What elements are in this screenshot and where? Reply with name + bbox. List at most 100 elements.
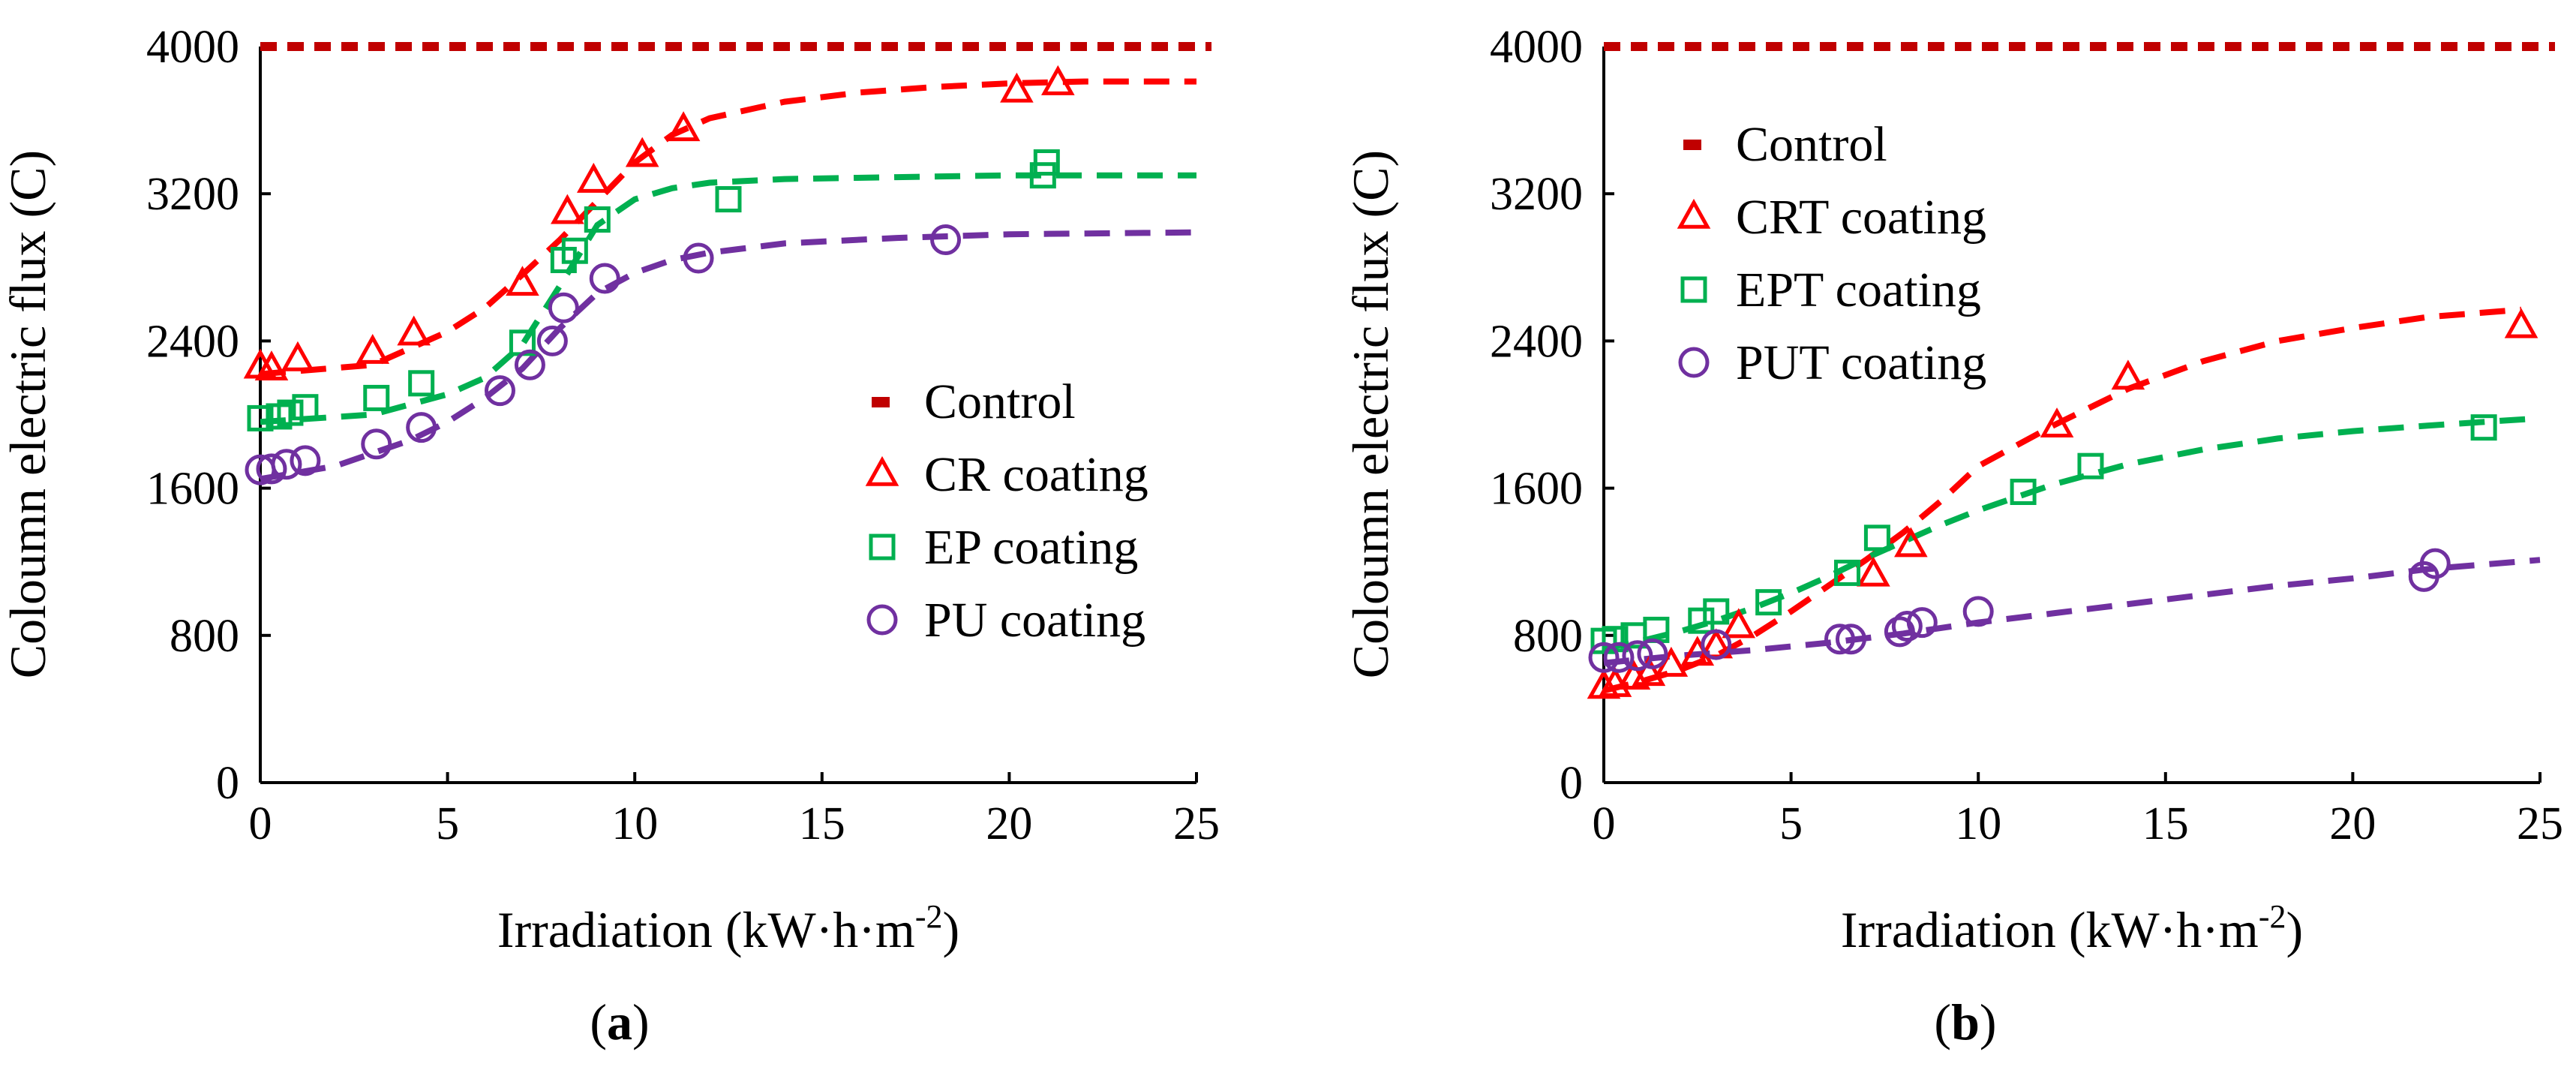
pu-coating-point bbox=[271, 449, 302, 480]
put-coating-point bbox=[1588, 642, 1620, 673]
x-tick-label: 0 bbox=[1593, 798, 1616, 849]
y-tick-label: 1600 bbox=[1490, 464, 1583, 515]
x-tick-label: 15 bbox=[799, 798, 845, 849]
legend-triangle-icon bbox=[865, 455, 899, 486]
ept-coating-point bbox=[1755, 589, 1782, 616]
cr-coating-point bbox=[281, 341, 315, 371]
ept-coating-point bbox=[2470, 414, 2497, 441]
crt-coating-point bbox=[2040, 407, 2074, 438]
legend-circle-icon bbox=[866, 604, 898, 636]
y-tick-label: 3200 bbox=[1490, 169, 1583, 220]
ept-coating-fit-curve bbox=[1603, 415, 2541, 651]
data-points bbox=[1587, 308, 2538, 699]
cr-coating-point bbox=[397, 315, 431, 346]
x-tick-label: 0 bbox=[249, 798, 272, 849]
ep-coating-point bbox=[277, 399, 304, 426]
y-tick-label: 0 bbox=[216, 758, 239, 809]
legend-square-icon bbox=[1680, 276, 1707, 303]
x-axis-title-close: ) bbox=[942, 901, 959, 958]
put-coating-fit-curve bbox=[1603, 557, 2541, 666]
legend-label-crt-coating: CRT coating bbox=[1736, 190, 1986, 245]
x-tick-label: 25 bbox=[1173, 798, 1220, 849]
ep-coating-point bbox=[292, 394, 319, 421]
y-tick-label: 2400 bbox=[146, 316, 239, 367]
x-axis-title-superscript: -2 bbox=[2259, 898, 2286, 935]
pu-coating-point bbox=[514, 349, 545, 380]
ticks: 0 800 1600 2400 3200 4000 0 5 10 15 20 25 bbox=[146, 22, 1220, 849]
x-tick-label: 25 bbox=[2517, 798, 2563, 849]
chart-panel-b: 0 800 1600 2400 3200 4000 0 5 10 15 20 25 Control CR… bbox=[1342, 22, 2563, 1050]
x-tick-label: 10 bbox=[611, 798, 658, 849]
ep-coating-point bbox=[584, 206, 611, 233]
pu-coating-point bbox=[536, 325, 568, 356]
crt-coating-point bbox=[1857, 556, 1890, 587]
panel-letter: a bbox=[607, 993, 632, 1050]
panel-label: (a) bbox=[590, 993, 649, 1050]
put-coating-point bbox=[1701, 629, 1732, 660]
pu-coating-fit-curve bbox=[260, 229, 1197, 482]
y-tick-label: 0 bbox=[1560, 758, 1583, 809]
pu-coating-point bbox=[683, 242, 714, 274]
put-coating-point bbox=[1622, 640, 1653, 672]
legend-control-swatch bbox=[1683, 140, 1701, 150]
ep-coating-point bbox=[715, 186, 742, 213]
ep-coating-point bbox=[363, 384, 390, 411]
ept-coating-point bbox=[1833, 559, 1860, 586]
fit-curves bbox=[260, 42, 1211, 482]
panel-label: (b) bbox=[1934, 993, 1996, 1050]
put-coating-point bbox=[1962, 596, 1994, 627]
x-tick-label: 10 bbox=[1955, 798, 2001, 849]
ep-coating-point bbox=[247, 404, 274, 431]
cr-coating-point bbox=[356, 333, 390, 364]
legend-control-swatch bbox=[872, 397, 890, 407]
put-coating-point bbox=[1906, 607, 1938, 639]
pu-coating-point bbox=[930, 224, 962, 256]
pu-coating-point bbox=[256, 453, 287, 485]
data-points bbox=[243, 65, 1075, 485]
panel-letter: b bbox=[1951, 993, 1980, 1050]
crt-coating-point bbox=[1894, 527, 1928, 558]
put-coating-point bbox=[1637, 638, 1668, 669]
crt-coating-fit-curve bbox=[1603, 306, 2522, 694]
cr-coating-point bbox=[551, 194, 584, 224]
pu-coating-point bbox=[589, 263, 620, 294]
pu-coating-point bbox=[361, 428, 392, 460]
cr-coating-point bbox=[625, 137, 659, 167]
cr-coating-point bbox=[1000, 72, 1034, 103]
x-axis-title-superscript: -2 bbox=[915, 898, 943, 935]
y-tick-label: 3200 bbox=[146, 169, 239, 220]
legend: Control CRT coating EPT coating PUT coating bbox=[1677, 117, 1986, 390]
y-tick-label: 800 bbox=[170, 611, 239, 662]
x-axis-title: Irradiation (kW·h·m-2) bbox=[1841, 898, 2303, 958]
ep-coating-point bbox=[1033, 149, 1060, 176]
crt-coating-point bbox=[2111, 359, 2145, 390]
pu-coating-point bbox=[406, 412, 437, 443]
x-tick-label: 5 bbox=[436, 798, 459, 849]
fit-curves bbox=[1603, 42, 2555, 694]
legend-triangle-icon bbox=[1677, 198, 1711, 229]
ept-coating-point bbox=[1688, 607, 1715, 634]
x-axis-title-close: ) bbox=[2286, 901, 2303, 958]
cr-coating-point bbox=[1040, 65, 1075, 95]
cr-coating-point bbox=[666, 111, 701, 142]
cr-coating-point bbox=[254, 350, 289, 380]
legend-label-put-coating: PUT coating bbox=[1736, 335, 1986, 390]
legend-label-cr-coating: CR coating bbox=[924, 447, 1148, 502]
x-tick-label: 5 bbox=[1779, 798, 1803, 849]
y-tick-label: 800 bbox=[1513, 611, 1583, 662]
x-tick-label: 20 bbox=[2329, 798, 2376, 849]
legend-label-control: Control bbox=[1736, 117, 1887, 172]
cr-coating-point bbox=[576, 162, 611, 193]
y-tick-label: 4000 bbox=[1490, 22, 1583, 73]
legend-square-icon bbox=[869, 533, 896, 561]
x-tick-label: 15 bbox=[2142, 798, 2189, 849]
y-tick-label: 2400 bbox=[1490, 316, 1583, 367]
crt-coating-point bbox=[1632, 656, 1666, 687]
put-coating-point bbox=[1835, 624, 1866, 655]
y-axis-title: Coloumn electric flux (C) bbox=[0, 150, 56, 678]
cr-coating-fit-curve bbox=[260, 78, 1196, 377]
pu-coating-point bbox=[484, 375, 515, 407]
x-axis-title-main: Irradiation (kW·h·m bbox=[497, 901, 915, 958]
crt-coating-point bbox=[1722, 608, 1756, 639]
